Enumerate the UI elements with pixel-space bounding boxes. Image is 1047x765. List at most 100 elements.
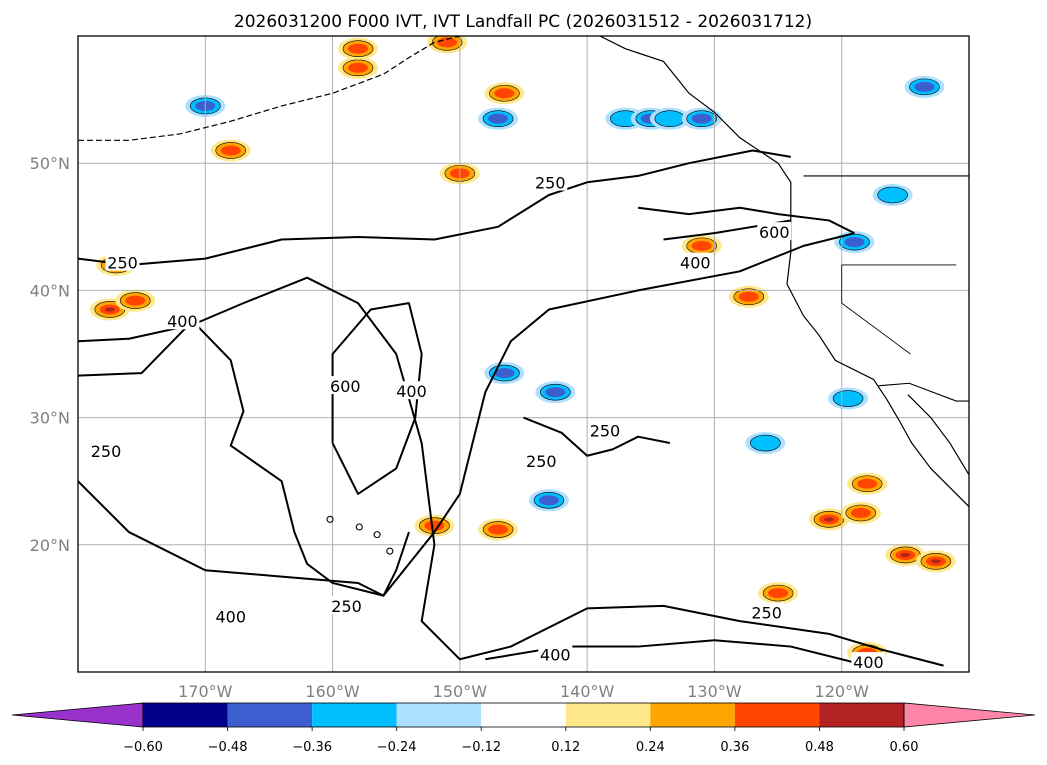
pc-blob bbox=[691, 113, 712, 124]
contour-label: 600 bbox=[759, 223, 790, 242]
colorbar-tick-label: −0.48 bbox=[208, 740, 248, 755]
ivt-contour-250 bbox=[78, 149, 791, 266]
lon-tick-label: 170°W bbox=[178, 682, 233, 701]
contour-label: 250 bbox=[331, 597, 362, 616]
lat-tick-label: 20°N bbox=[30, 536, 70, 555]
contour-label-bg bbox=[394, 381, 429, 400]
contour-label-bg bbox=[538, 644, 573, 663]
contour-label-bg bbox=[678, 252, 713, 271]
contour-label: 250 bbox=[751, 603, 782, 622]
map-background bbox=[78, 36, 969, 672]
pc-blob bbox=[348, 62, 369, 73]
pc-blob bbox=[494, 88, 515, 99]
lat-tick-label: 30°N bbox=[30, 409, 70, 428]
pc-blob bbox=[545, 387, 566, 398]
contour-label-bg bbox=[328, 376, 363, 395]
contour-label: 250 bbox=[590, 422, 621, 441]
pc-blob bbox=[348, 43, 369, 54]
pc-blob bbox=[823, 517, 834, 522]
colorbar-tick-label: −0.12 bbox=[461, 740, 501, 755]
pc-blob bbox=[220, 145, 241, 156]
lon-tick-label: 140°W bbox=[560, 682, 615, 701]
contour-label: 250 bbox=[107, 254, 138, 273]
state-border bbox=[841, 264, 911, 355]
colorbar-frame bbox=[142, 702, 905, 728]
coastlines bbox=[78, 36, 969, 555]
pc-blob bbox=[877, 186, 908, 204]
colorbar-segment bbox=[312, 703, 397, 727]
contour-labels: 250 400 250 600 400 600 400 250 250 250 400 250 250 4… bbox=[89, 172, 886, 672]
contour-label-bg bbox=[851, 652, 886, 671]
colorbar-segment bbox=[143, 703, 228, 727]
pc-blob bbox=[488, 524, 509, 535]
contour-label-bg bbox=[165, 311, 200, 330]
pc-blob bbox=[832, 390, 864, 407]
pc-blob bbox=[494, 368, 515, 379]
pc-blob bbox=[900, 552, 911, 557]
ivt-contour-600 bbox=[331, 302, 423, 495]
contour-label: 400 bbox=[215, 607, 246, 626]
lat-tick-label: 40°N bbox=[30, 281, 70, 300]
us-mexico-border bbox=[878, 382, 969, 402]
colorbar-tick-label: −0.24 bbox=[377, 740, 417, 755]
pc-blob bbox=[850, 508, 871, 518]
colorbar-tick-label: 0.12 bbox=[551, 740, 580, 755]
colorbar-tick-label: 0.60 bbox=[890, 740, 919, 755]
ivt-contour-250 bbox=[523, 416, 671, 457]
pc-blob bbox=[914, 81, 935, 92]
pc-blob bbox=[691, 240, 712, 251]
chart-title: 2026031200 F000 IVT, IVT Landfall PC (20… bbox=[234, 12, 812, 32]
ivt-contour-400 bbox=[78, 480, 410, 597]
lon-tick-label: 120°W bbox=[815, 682, 870, 701]
contour-label-bg bbox=[329, 596, 364, 615]
colorbar-segment bbox=[481, 703, 566, 727]
lon-tick-label: 160°W bbox=[305, 682, 360, 701]
lat-tick-label: 50°N bbox=[30, 154, 70, 173]
coastline-gulf-of-california bbox=[907, 394, 969, 478]
colorbar-tick-label: −0.36 bbox=[292, 740, 332, 755]
lon-tick-labels: 170°W 160°W 150°W 140°W 130°W 120°W bbox=[178, 682, 869, 701]
pc-blob bbox=[488, 113, 509, 124]
map-frame bbox=[77, 35, 970, 673]
colorbar-extend-low bbox=[11, 702, 144, 728]
contour-label-bg bbox=[587, 420, 622, 439]
coastline-aleutians bbox=[78, 36, 461, 141]
colorbar: −0.60 −0.48 −0.36 −0.24 −0.12 0.12 0.24 0.36 0.4… bbox=[11, 702, 1036, 755]
contour-label-bg bbox=[533, 172, 568, 191]
hawaii-island bbox=[373, 531, 381, 539]
colorbar-segment bbox=[734, 703, 820, 727]
contour-label: 250 bbox=[535, 174, 566, 193]
colorbar-tick-label: 0.36 bbox=[720, 740, 749, 755]
map-area bbox=[78, 36, 969, 672]
colorbar-extend-high bbox=[903, 702, 1036, 728]
pc-blob bbox=[857, 478, 878, 489]
contour-label: 400 bbox=[396, 382, 427, 401]
ivt-contour-400 bbox=[637, 206, 855, 235]
pc-blob bbox=[654, 110, 686, 127]
pc-blob bbox=[738, 291, 759, 302]
contour-label: 250 bbox=[91, 442, 122, 461]
ivt-contours bbox=[78, 149, 944, 667]
lon-tick-label: 150°W bbox=[433, 682, 488, 701]
contour-label: 400 bbox=[167, 312, 198, 331]
colorbar-segment bbox=[819, 703, 904, 727]
contour-label-bg bbox=[757, 222, 792, 241]
pc-blob bbox=[125, 295, 146, 306]
contour-label-bg bbox=[749, 602, 784, 621]
contour-label: 400 bbox=[680, 254, 711, 273]
contour-label: 250 bbox=[526, 452, 557, 471]
contour-label-bg bbox=[105, 252, 140, 271]
hawaii-island bbox=[355, 523, 363, 531]
pc-blob bbox=[768, 588, 789, 599]
lat-tick-labels: 20°N 30°N 40°N 50°N bbox=[30, 154, 70, 555]
contour-label: 400 bbox=[540, 645, 571, 664]
colorbar-segment bbox=[227, 703, 313, 727]
colorbar-tick-label: −0.60 bbox=[123, 740, 163, 755]
pc-blob bbox=[104, 307, 115, 312]
colorbar-tick-label: 0.24 bbox=[636, 740, 665, 755]
lon-tick-label: 130°W bbox=[687, 682, 742, 701]
contour-label-bg bbox=[89, 440, 124, 459]
hawaii-island bbox=[386, 547, 394, 555]
colorbar-segment bbox=[565, 703, 651, 727]
